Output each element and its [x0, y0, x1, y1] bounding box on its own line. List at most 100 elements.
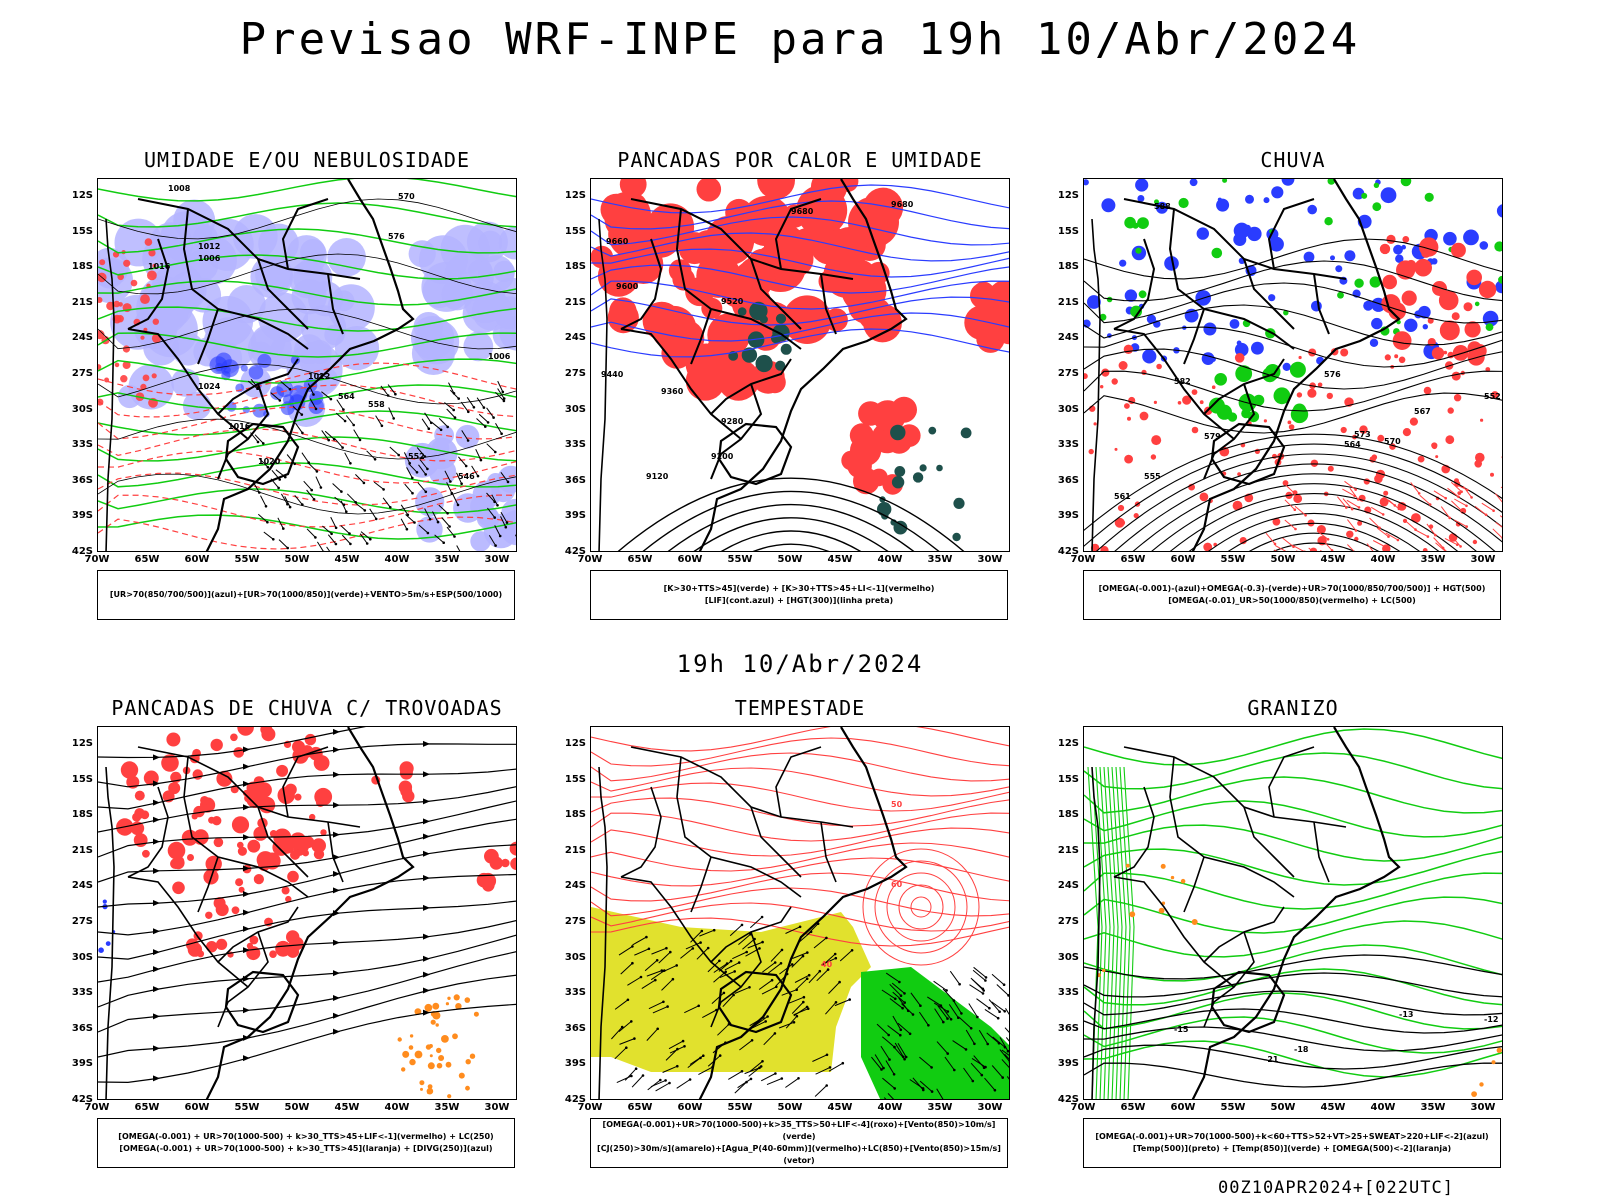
- latitude-label: 30S: [1057, 403, 1079, 415]
- latitude-label: 21S: [1057, 296, 1079, 308]
- contour-label: -18: [1294, 1045, 1309, 1054]
- longitude-label: 45W: [827, 1102, 853, 1113]
- contour-label: 564: [338, 392, 355, 401]
- longitude-label: 70W: [577, 1102, 603, 1113]
- latitude-label: 36S: [1057, 474, 1079, 486]
- latitude-label: 36S: [564, 474, 586, 486]
- latitude-label: 30S: [564, 403, 586, 415]
- latitude-label: 33S: [564, 987, 586, 999]
- latitude-label: 18S: [564, 809, 586, 821]
- forecast-map: 9680 9660 9600 9520 9440 9360 9280 9200 9120 9680: [590, 178, 1010, 552]
- longitude-label: 45W: [1320, 1102, 1346, 1113]
- legend-line: [LIF](cont.azul) + [HGT(300)](linha pret…: [704, 596, 894, 605]
- latitude-label: 33S: [1057, 987, 1079, 999]
- latitude-label: 42S: [564, 546, 586, 557]
- contour-label: 573: [1354, 430, 1371, 439]
- latitude-label: 15S: [564, 225, 586, 237]
- latitude-label: 24S: [564, 880, 586, 892]
- longitude-label: 45W: [334, 1102, 360, 1113]
- forecast-map: 40 50 60: [590, 726, 1010, 1100]
- contour-label: 9680: [791, 207, 814, 216]
- run-timestamp: 00Z10APR2024+[022UTC]: [1218, 1178, 1454, 1198]
- legend-line: [OMEGA(-0.001)+UR>70(1000-500)+k<60+TTS>…: [1095, 1132, 1489, 1141]
- latitude-label: 39S: [1057, 1058, 1079, 1070]
- latitude-label: 12S: [1057, 190, 1079, 201]
- latitude-label: 15S: [1057, 225, 1079, 237]
- contour-label: 558: [368, 400, 385, 409]
- legend-line: [OMEGA(-0.001) + UR>70(1000-500) + k>30_…: [119, 1144, 493, 1153]
- contour-label: 552: [1484, 392, 1501, 401]
- legend-line: [UR>70(850/700/500)](azul)+[UR>70(1000/8…: [109, 590, 503, 599]
- contour-label: 567: [1414, 407, 1431, 416]
- latitude-label: 39S: [1057, 510, 1079, 522]
- legend-line: [Temp(500)](preto) + [Temp(850)](verde) …: [1132, 1144, 1452, 1153]
- longitude-label: 55W: [234, 1102, 260, 1113]
- map-canvas: [98, 727, 516, 1099]
- longitude-label: 55W: [727, 554, 753, 565]
- latitude-label: 33S: [71, 987, 93, 999]
- longitude-label: 35W: [434, 554, 460, 565]
- longitude-label: 45W: [334, 554, 360, 565]
- longitude-label: 65W: [134, 554, 160, 565]
- contour-label: 582: [1174, 377, 1191, 386]
- contour-label: -15: [1174, 1025, 1189, 1034]
- latitude-label: 21S: [1057, 844, 1079, 856]
- longitude-label: 40W: [877, 554, 903, 565]
- longitude-label: 50W: [777, 554, 803, 565]
- latitude-label: 39S: [71, 510, 93, 522]
- longitude-label: 65W: [134, 1102, 160, 1113]
- contour-label: 1006: [198, 254, 221, 263]
- longitude-label: 70W: [577, 554, 603, 565]
- panel-title: UMIDADE E/OU NEBULOSIDADE: [143, 148, 471, 172]
- contour-label: 1006: [488, 352, 511, 361]
- latitude-label: 36S: [1057, 1022, 1079, 1034]
- contour-label: 1012: [308, 372, 330, 381]
- latitude-label: 42S: [71, 546, 93, 557]
- latitude-label: 42S: [1057, 1094, 1079, 1105]
- contour-label: 564: [1344, 440, 1361, 449]
- longitude-label: 65W: [1120, 1102, 1146, 1113]
- latitude-label: 27S: [1057, 916, 1079, 927]
- contour-label: 1024: [198, 382, 221, 391]
- longitude-label: 70W: [84, 1102, 110, 1113]
- longitude-label: 40W: [1370, 554, 1396, 565]
- longitude-label: 60W: [677, 554, 703, 565]
- longitude-label: 40W: [877, 1102, 903, 1113]
- latitude-label: 12S: [564, 738, 586, 749]
- legend-line: [CJ(250)>30m/s](amarelo)+[Agua_P(40-60mm…: [597, 1144, 1001, 1165]
- panel-legend: [OMEGA(-0.001)+UR>70(1000-500)+k>35_TTS>…: [590, 1118, 1008, 1168]
- contour-label: 9440: [601, 370, 624, 379]
- latitude-label: 15S: [71, 225, 93, 237]
- longitude-label: 50W: [1270, 1102, 1296, 1113]
- longitude-label: 30W: [1470, 554, 1496, 565]
- contour-label: 9280: [721, 417, 744, 426]
- contour-label: 60: [891, 880, 903, 889]
- panel-title: TEMPESTADE: [734, 696, 866, 720]
- panel-legend: [K>30+TTS>45](verde) + [K>30+TTS>45+LI<-…: [590, 570, 1008, 620]
- panel-title: GRANIZO: [1247, 696, 1339, 720]
- longitude-label: 50W: [284, 1102, 310, 1113]
- longitude-label: 40W: [384, 1102, 410, 1113]
- longitude-label: 60W: [1170, 554, 1196, 565]
- longitude-label: 55W: [234, 554, 260, 565]
- panel-title: PANCADAS POR CALOR E UMIDADE: [617, 148, 983, 172]
- longitude-label: 65W: [1120, 554, 1146, 565]
- longitude-label: 40W: [384, 554, 410, 565]
- latitude-label: 15S: [1057, 773, 1079, 785]
- forecast-map: [97, 726, 517, 1100]
- latitude-label: 15S: [71, 773, 93, 785]
- contour-label: 570: [1384, 437, 1401, 446]
- contour-label: 40: [821, 960, 833, 969]
- latitude-label: 15S: [564, 773, 586, 785]
- longitude-label: 35W: [434, 1102, 460, 1113]
- forecast-map: -12 -15 -18 -21 -13: [1083, 726, 1503, 1100]
- forecast-map: 1008 1012 1006 1016 1020 1024 1012 1016 1006 576 5…: [97, 178, 517, 552]
- contour-label: 1012: [198, 242, 220, 251]
- longitude-label: 50W: [777, 1102, 803, 1113]
- contour-label: 1016: [148, 262, 171, 271]
- latitude-label: 42S: [564, 1094, 586, 1105]
- latitude-label: 12S: [71, 190, 93, 201]
- map-canvas: -12 -15 -18 -21 -13: [1084, 727, 1502, 1099]
- longitude-label: 60W: [184, 1102, 210, 1113]
